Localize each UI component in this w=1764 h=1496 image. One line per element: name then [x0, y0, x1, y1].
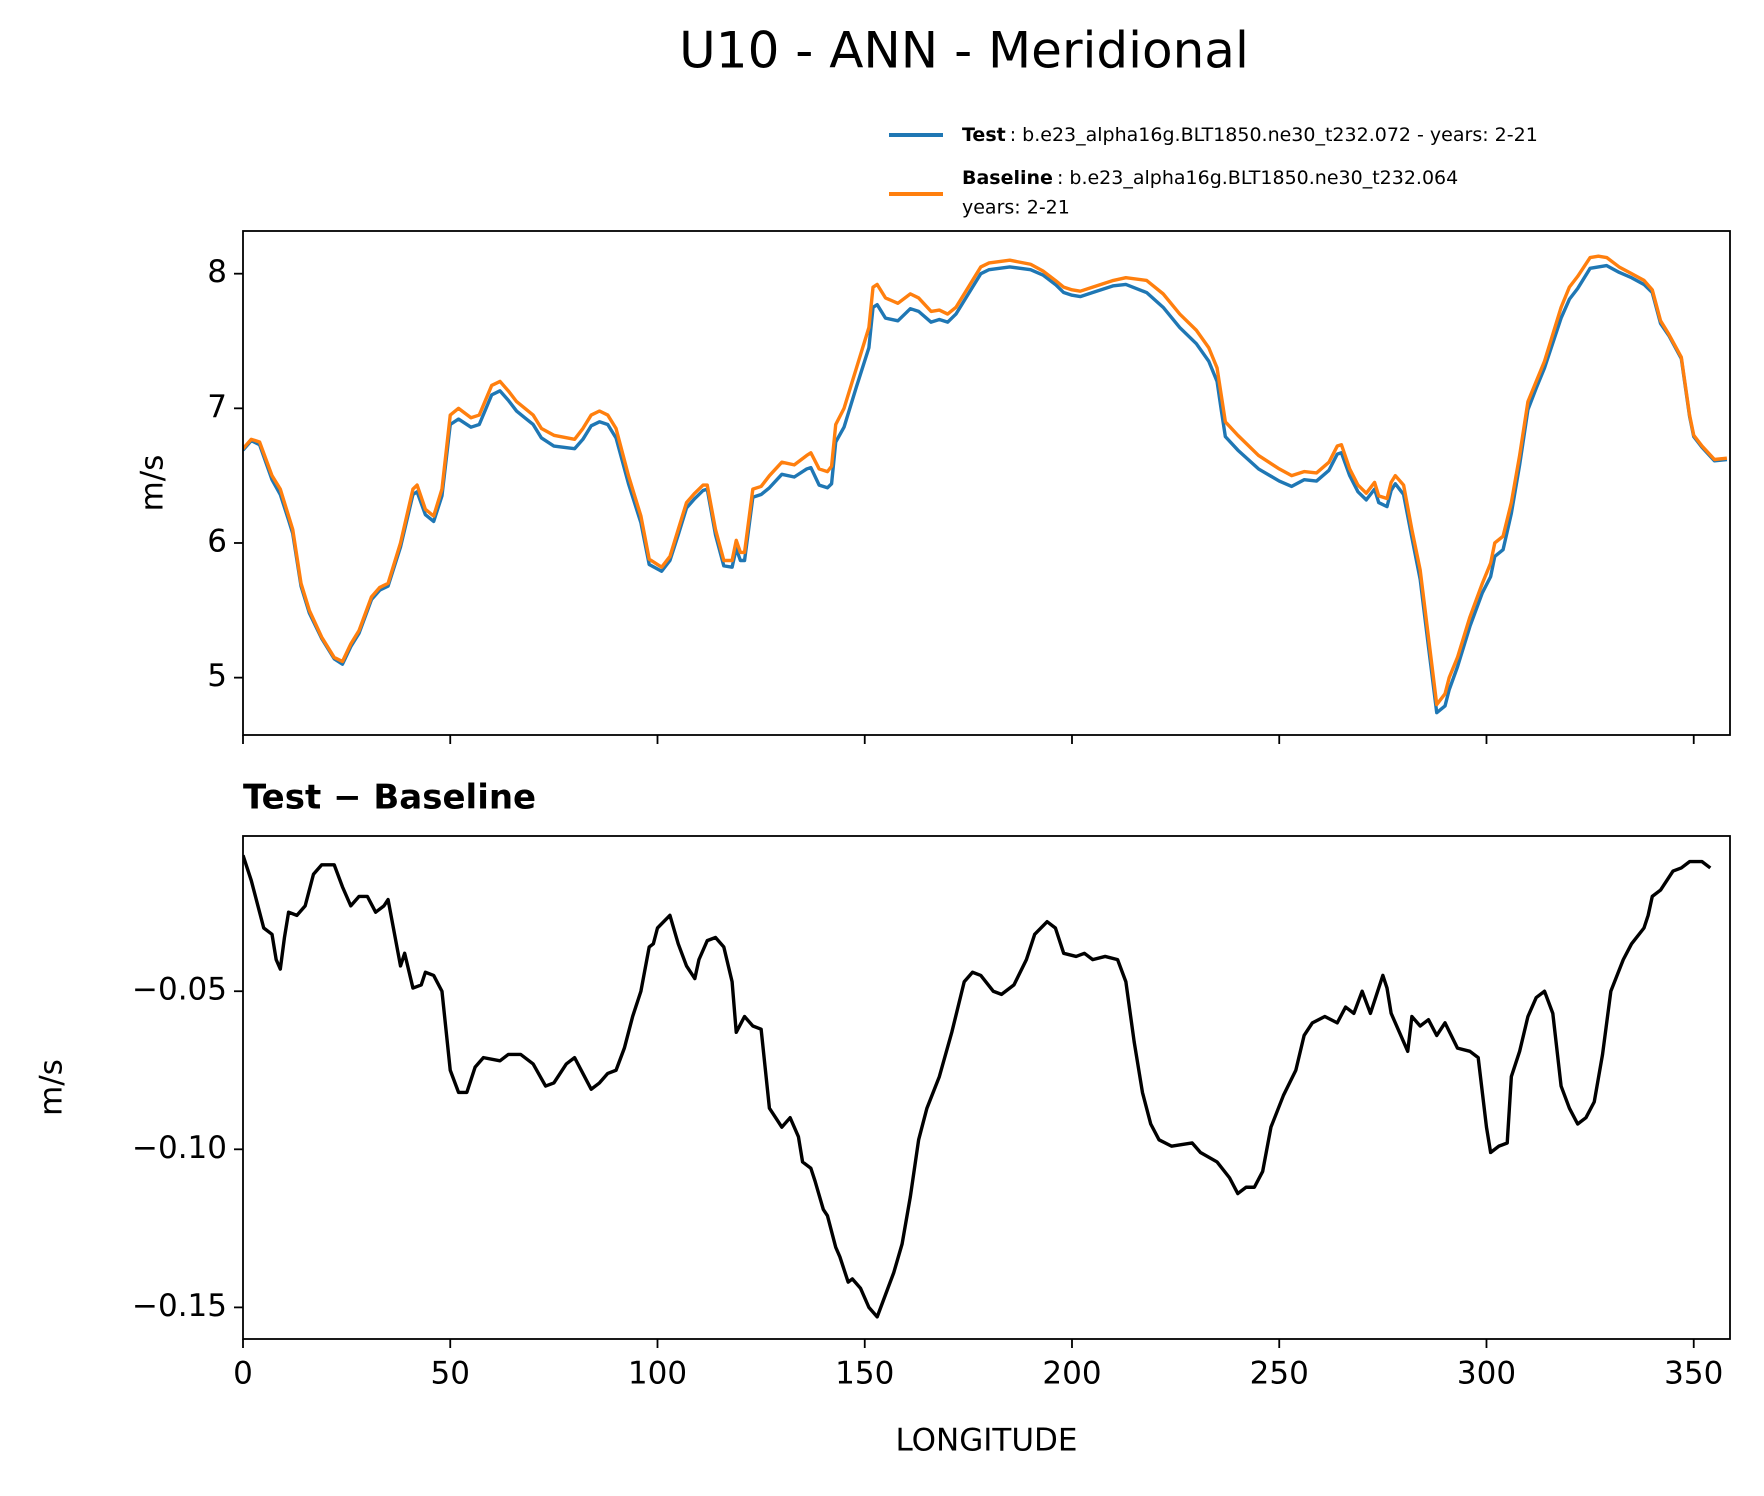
y-tick-label: −0.05	[132, 972, 227, 1008]
legend-description: : b.e23_alpha16g.BLT1850.ne30_t232.064	[1057, 167, 1458, 189]
legend-label: Test: b.e23_alpha16g.BLT1850.ne30_t232.0…	[962, 124, 1538, 146]
x-tick-label: 250	[1250, 1356, 1309, 1392]
chart-title: U10 - ANN - Meridional	[679, 22, 1249, 80]
y-tick-label: 7	[207, 389, 227, 425]
y-tick-label: 6	[207, 523, 227, 559]
legend-name: Baseline	[962, 167, 1053, 189]
axes-frame	[242, 230, 1731, 736]
x-tick-label: 0	[233, 1356, 253, 1392]
y-axis-label: m/s	[34, 1059, 70, 1116]
data-line	[243, 263, 1728, 715]
x-tick-label: 50	[431, 1356, 470, 1392]
subplot-title: Test − Baseline	[243, 778, 536, 818]
y-axis-label: m/s	[135, 455, 171, 512]
x-tick-label: 150	[835, 1356, 894, 1392]
y-tick-label: 5	[207, 658, 227, 694]
legend-name: Test	[962, 124, 1006, 146]
x-tick-label: 350	[1664, 1356, 1723, 1392]
legend-label: Baseline: b.e23_alpha16g.BLT1850.ne30_t2…	[962, 167, 1458, 189]
y-tick-label: −0.15	[132, 1288, 227, 1324]
y-tick-label: −0.10	[132, 1130, 227, 1166]
x-tick-label: 100	[628, 1356, 687, 1392]
legend-description: years: 2-21	[962, 197, 1070, 219]
x-axis-label: LONGITUDE	[895, 1423, 1077, 1459]
x-tick-label: 300	[1457, 1356, 1516, 1392]
axes-frame	[242, 835, 1731, 1340]
y-tick-label: 8	[207, 254, 227, 290]
data-line	[243, 854, 1712, 1319]
legend-description: : b.e23_alpha16g.BLT1850.ne30_t232.072 -…	[1010, 124, 1538, 146]
data-line	[243, 254, 1728, 707]
x-tick-label: 200	[1042, 1356, 1101, 1392]
